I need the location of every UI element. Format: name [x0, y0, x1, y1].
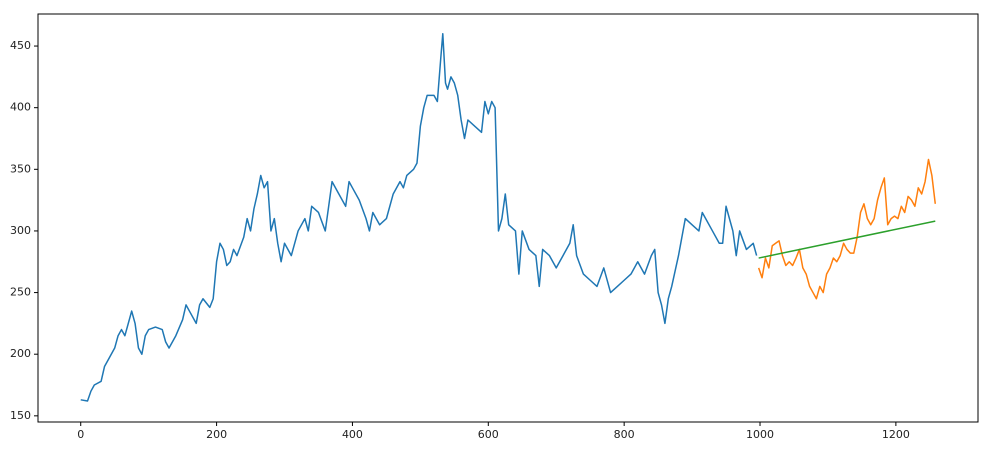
- x-tick-label: 800: [614, 428, 635, 441]
- y-tick-label: 450: [10, 39, 31, 52]
- x-tick-label: 600: [478, 428, 499, 441]
- x-tick-label: 0: [77, 428, 84, 441]
- line-series: [757, 158, 937, 300]
- y-tick-label: 400: [10, 101, 31, 114]
- plot-frame: [37, 13, 979, 423]
- y-tick-label: 200: [10, 347, 31, 360]
- y-tick-label: 300: [10, 224, 31, 237]
- x-tick-label: 1200: [882, 428, 910, 441]
- x-tick-label: 1000: [746, 428, 774, 441]
- y-tick-label: 250: [10, 286, 31, 299]
- y-tick-label: 350: [10, 162, 31, 175]
- y-tick-label: 150: [10, 409, 31, 422]
- x-tick-label: 400: [342, 428, 363, 441]
- x-tick-label: 200: [206, 428, 227, 441]
- line-series: [80, 32, 758, 402]
- line-series: [758, 220, 936, 259]
